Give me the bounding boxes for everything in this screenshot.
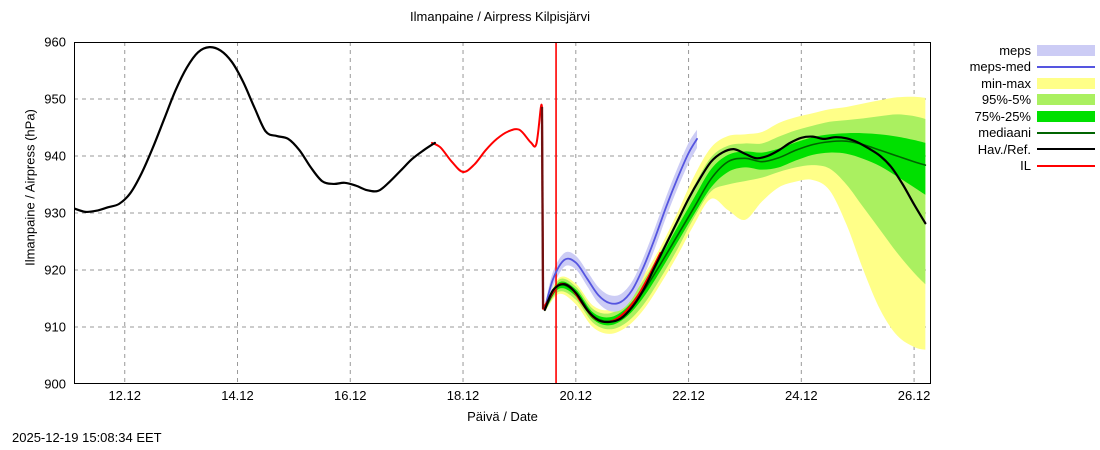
plot-canvas — [74, 42, 931, 384]
x-tick-label: 12.12 — [108, 388, 141, 403]
legend-label: 75%-25% — [974, 108, 1031, 124]
plot-frame — [74, 42, 931, 384]
y-tick-label: 920 — [44, 262, 66, 278]
legend-label: mediaani — [978, 125, 1031, 141]
y-tick-label: 960 — [44, 34, 66, 50]
x-tick-label: 18.12 — [446, 388, 480, 403]
y-tick-label: 940 — [44, 148, 66, 164]
legend-item-hav--ref-: Hav./Ref. — [955, 141, 1095, 158]
observation-discontinuity — [540, 106, 545, 309]
x-axis-label: Päivä / Date — [467, 409, 538, 424]
legend-item-min-max: min-max — [955, 75, 1095, 92]
legend-item-meps-med: meps-med — [955, 59, 1095, 76]
x-tick-label: 16.12 — [333, 388, 367, 403]
plot-area — [74, 42, 931, 384]
legend-swatch — [1037, 131, 1095, 134]
page-title: Ilmanpaine / Airpress Kilpisjärvi — [410, 9, 590, 24]
x-tick-label: 26.12 — [897, 388, 931, 403]
legend-swatch — [1037, 44, 1095, 56]
legend-swatch — [1037, 110, 1095, 122]
y-tick-label: 900 — [44, 376, 66, 392]
legend-item-mediaani: mediaani — [955, 125, 1095, 142]
legend-item-il: IL — [955, 158, 1095, 175]
legend-label: Hav./Ref. — [977, 141, 1031, 157]
y-tick-label: 930 — [44, 205, 66, 221]
band-95%-5% — [544, 114, 926, 330]
y-tick-label: 950 — [44, 91, 66, 107]
y-axis-label: Ilmanpaine / Airpress (hPa) — [22, 109, 38, 266]
series-line-meps-med — [543, 138, 698, 310]
legend-swatch — [1037, 77, 1095, 89]
series-line-IL-pre — [431, 103, 543, 173]
legend-label: meps-med — [969, 59, 1031, 75]
legend-item-meps: meps — [955, 42, 1095, 59]
legend-label: min-max — [981, 75, 1031, 91]
legend: meps meps-med min-max 95%-5% 75%-25% mediaani… — [955, 42, 1095, 174]
legend-label: 95%-5% — [981, 92, 1031, 108]
legend-swatch — [1037, 65, 1095, 68]
legend-label: meps — [999, 42, 1031, 58]
x-tick-label: 20.12 — [559, 388, 593, 403]
legend-swatch — [1037, 164, 1095, 167]
timestamp-label: 2025-12-19 15:08:34 EET — [12, 430, 162, 445]
series-line-Hav--Ref- — [74, 45, 436, 214]
legend-label: IL — [1020, 158, 1031, 174]
band-meps — [544, 129, 698, 313]
x-tick-label: 14.12 — [221, 388, 254, 403]
legend-swatch — [1037, 94, 1095, 106]
legend-swatch — [1037, 148, 1095, 151]
y-tick-label: 910 — [44, 319, 66, 335]
series-line-Hav--Ref--forecast — [543, 135, 927, 324]
x-tick-label: 22.12 — [672, 388, 705, 403]
legend-item-75--25-: 75%-25% — [955, 108, 1095, 125]
legend-item-95--5-: 95%-5% — [955, 92, 1095, 109]
x-tick-label: 24.12 — [785, 388, 818, 403]
